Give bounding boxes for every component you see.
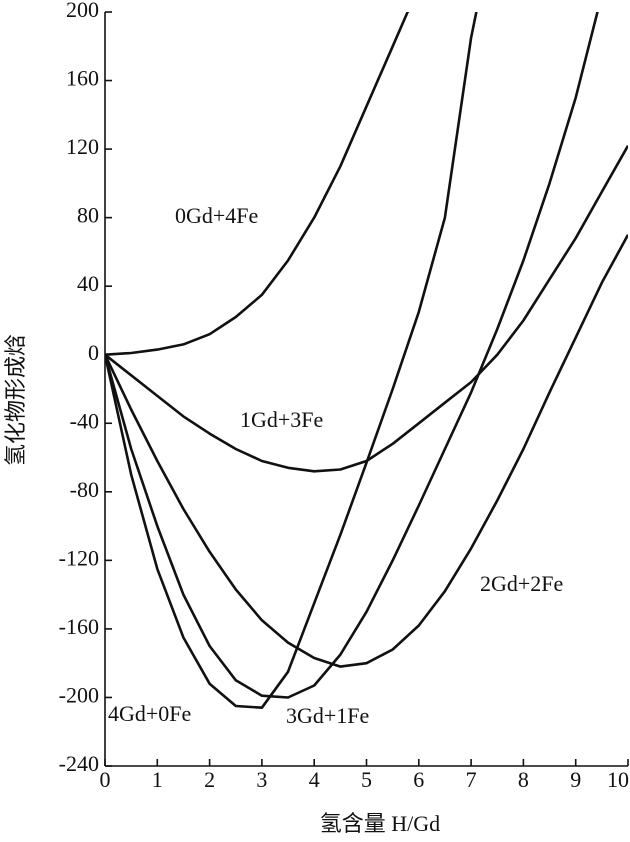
y-tick-label: -120 — [59, 545, 99, 570]
x-tick-label: 0 — [100, 767, 111, 792]
y-axis-title: 氢化物形成焓 — [3, 334, 28, 466]
y-tick-label: 40 — [77, 271, 99, 296]
y-tick-label: 200 — [66, 0, 99, 22]
x-tick-label: 10 — [607, 767, 629, 792]
x-tick-label: 7 — [466, 767, 477, 792]
x-tick-label: 6 — [413, 767, 424, 792]
series-label: 1Gd+3Fe — [240, 407, 323, 432]
y-tick-label: -240 — [59, 751, 99, 776]
plot-area — [105, 12, 628, 709]
x-tick-label: 5 — [361, 767, 372, 792]
y-tick-label: -160 — [59, 614, 99, 639]
y-tick-label: -200 — [59, 683, 99, 708]
y-tick-label: 80 — [77, 203, 99, 228]
x-axis-title: 氢含量 H/Gd — [320, 811, 440, 836]
series-label: 3Gd+1Fe — [286, 703, 369, 728]
y-tick-label: 0 — [88, 340, 99, 365]
x-tick-label: 3 — [256, 767, 267, 792]
y-tick-label: -40 — [70, 408, 99, 433]
x-tick-label: 8 — [518, 767, 529, 792]
curve — [105, 12, 410, 356]
x-tick-label: 9 — [570, 767, 581, 792]
x-tick-label: 2 — [204, 767, 215, 792]
y-tick-label: -80 — [70, 477, 99, 502]
curve — [105, 12, 478, 709]
series-label: 4Gd+0Fe — [108, 701, 191, 726]
y-tick-label: 120 — [66, 134, 99, 159]
x-tick-label: 4 — [309, 767, 320, 792]
series-label: 0Gd+4Fe — [175, 203, 258, 228]
curve — [105, 12, 599, 699]
y-tick-label: 160 — [66, 66, 99, 91]
x-tick-label: 1 — [152, 767, 163, 792]
curve — [105, 234, 628, 668]
series-label: 2Gd+2Fe — [480, 571, 563, 596]
curve — [105, 145, 628, 473]
